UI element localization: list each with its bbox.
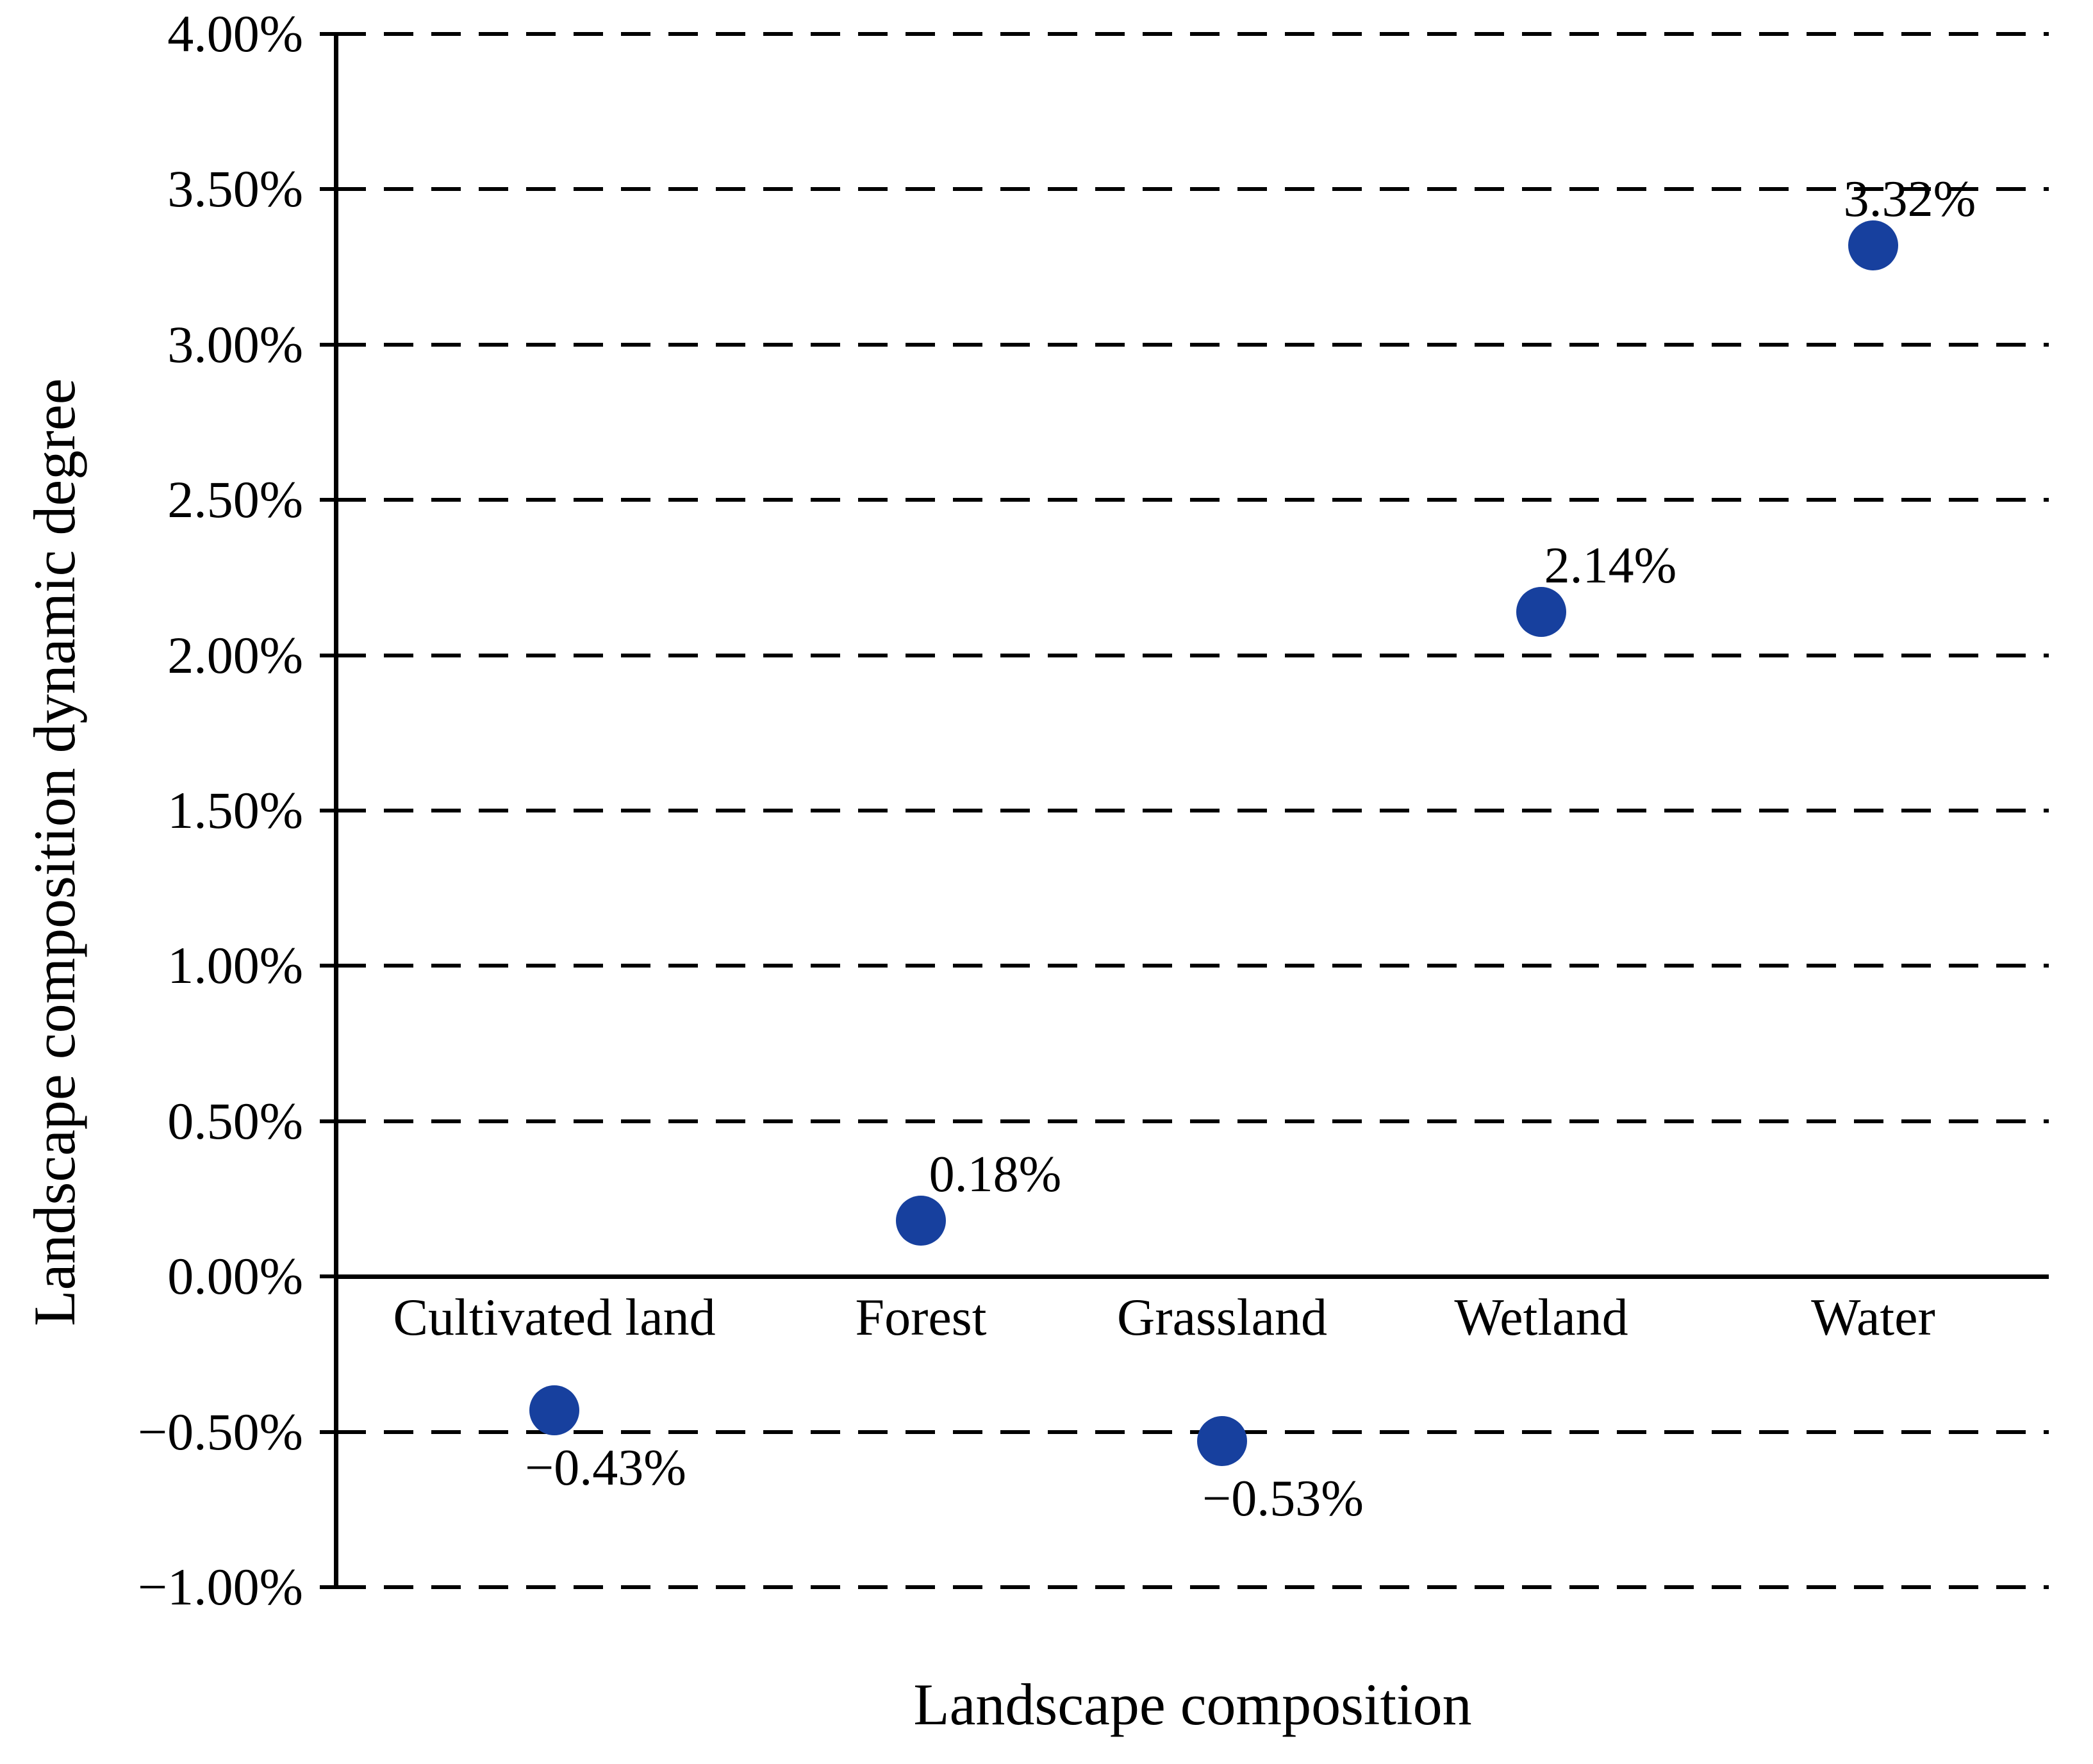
y-axis-tick [320,964,336,968]
y-axis-tick [320,1430,336,1434]
y-tick-label: 4.00% [167,4,303,63]
y-tick-label: 1.00% [167,936,303,995]
y-axis-tick [320,653,336,657]
point-value-label: −0.43% [525,1439,686,1496]
gridline [336,1430,2049,1434]
y-tick-label: 3.00% [167,315,303,374]
y-tick-label: −0.50% [137,1402,303,1461]
gridline [336,498,2049,502]
point-value-label: −0.53% [1202,1471,1364,1528]
x-category-label: Grassland [1117,1288,1327,1347]
x-axis-zero-line [336,1274,2049,1280]
gridline [336,32,2049,36]
gridline [336,1119,2049,1123]
x-category-label: Cultivated land [393,1288,716,1347]
point-value-label: 3.32% [1843,170,1976,227]
y-tick-label: 0.50% [167,1091,303,1150]
y-axis-tick [320,1119,336,1123]
y-axis-tick [320,342,336,347]
gridline [336,342,2049,347]
x-category-label: Forest [855,1288,987,1347]
y-tick-label: 2.00% [167,625,303,684]
gridline [336,1585,2049,1589]
data-point-marker [1197,1416,1247,1467]
gridline [336,809,2049,812]
y-tick-label: 0.00% [167,1247,303,1306]
y-axis-tick [320,1585,336,1589]
gridline [336,653,2049,657]
data-point-marker [529,1385,579,1435]
gridline [336,187,2049,192]
y-tick-label: 1.50% [167,781,303,839]
y-axis-tick [320,187,336,192]
y-axis-tick [320,809,336,812]
y-axis-tick [320,32,336,36]
x-category-label: Water [1811,1288,1935,1347]
data-point-marker [1516,586,1566,637]
y-tick-label: −1.00% [137,1558,303,1616]
y-axis-line [334,32,338,1589]
y-axis-tick [320,1274,336,1279]
gridline [336,964,2049,968]
y-tick-label: 2.50% [167,470,303,529]
y-axis-tick [320,498,336,502]
data-point-marker [1848,220,1898,270]
point-value-label: 2.14% [1544,537,1677,594]
x-category-label: Wetland [1454,1288,1628,1347]
y-tick-label: 3.50% [167,160,303,218]
point-value-label: 0.18% [929,1146,1062,1203]
data-point-marker [896,1195,946,1246]
x-axis-title: Landscape composition [913,1672,1472,1737]
